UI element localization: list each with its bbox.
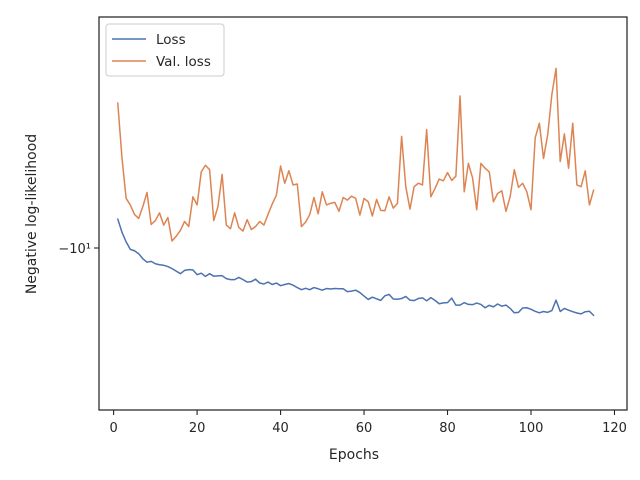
series-line-val-loss (117, 67, 595, 242)
legend: Loss Val. loss (105, 23, 225, 77)
y-tick-label: −10¹ (58, 242, 91, 257)
x-tick-label: 120 (602, 421, 627, 436)
plot-area (117, 67, 595, 317)
legend-label-val-loss: Val. loss (156, 54, 211, 70)
axes-frame (98, 16, 628, 411)
x-axis-label: Epochs (329, 447, 379, 463)
x-tick-label: 0 (109, 421, 117, 436)
series-line-loss (117, 218, 595, 317)
x-tick-label: 40 (272, 421, 289, 436)
x-tick-label: 100 (519, 421, 544, 436)
y-axis-ticks: −10¹ (58, 242, 99, 257)
x-tick-label: 20 (189, 421, 206, 436)
x-tick-label: 80 (439, 421, 456, 436)
legend-box (105, 23, 225, 77)
legend-label-loss: Loss (156, 32, 186, 48)
y-axis-label: Negative log-likelihood (24, 134, 40, 294)
x-tick-label: 60 (356, 421, 373, 436)
x-axis-ticks: 0 20 40 60 80 100 120 (109, 410, 627, 436)
